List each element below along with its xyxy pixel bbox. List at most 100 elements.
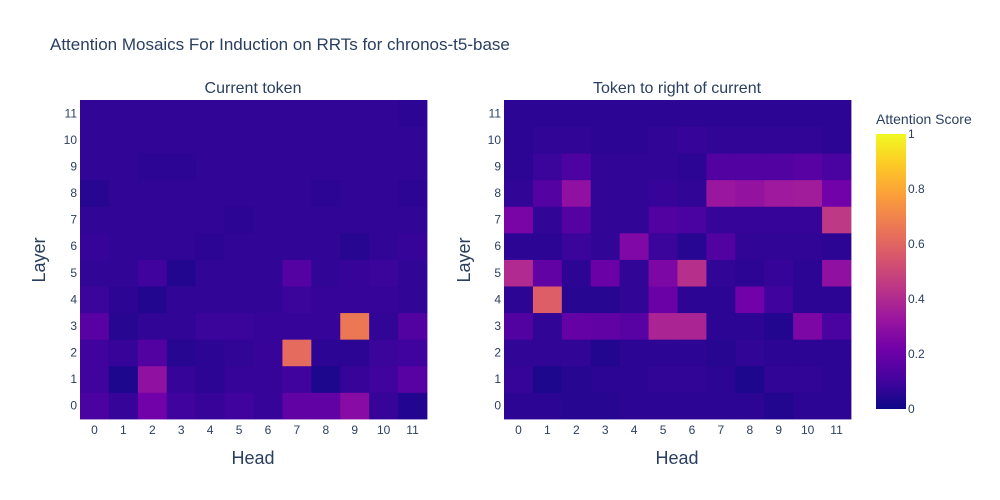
heatmap-cell	[340, 179, 370, 207]
heatmap-cell	[224, 286, 254, 314]
colorbar-tick-label: 0.8	[908, 182, 925, 196]
heatmap-cell	[706, 179, 736, 207]
heatmap-cell	[504, 179, 534, 207]
x-tick-label: 0	[515, 423, 522, 437]
heatmap-cell	[195, 179, 225, 207]
heatmap-cell	[311, 206, 341, 234]
heatmap-cell	[398, 259, 428, 287]
colorbar-tick-label: 0.4	[908, 292, 925, 306]
heatmap-cell	[735, 312, 765, 340]
heatmap-cell	[369, 126, 399, 154]
heatmap-cell	[108, 339, 139, 367]
heatmap-cell	[619, 312, 649, 340]
heatmap-cell	[311, 312, 341, 340]
x-tick-label: 6	[265, 423, 272, 437]
heatmap-cell	[706, 259, 736, 287]
heatmap-cell	[311, 365, 341, 393]
heatmap-cell	[590, 259, 621, 287]
y-tick-label: 10	[64, 133, 78, 147]
heatmap-cell	[340, 365, 370, 393]
x-tick-label: 7	[294, 423, 301, 437]
heatmap-cell	[137, 126, 168, 154]
heatmap-cell	[590, 392, 621, 420]
heatmap-cell	[793, 206, 823, 234]
heatmap-cell	[677, 286, 707, 314]
heatmap-cell	[648, 232, 678, 260]
heatmap-cell	[764, 100, 794, 127]
heatmap-cell	[282, 259, 312, 287]
y-tick-label: 2	[70, 346, 77, 360]
heatmap-cell	[224, 232, 254, 260]
x-tick-label: 10	[377, 423, 391, 437]
heatmap-cell	[532, 312, 563, 340]
heatmap-cell	[137, 312, 168, 340]
heatmap-cell	[706, 100, 736, 127]
colorbar-gradient	[876, 134, 906, 409]
heatmap-cell	[369, 286, 399, 314]
y-tick-label: 7	[70, 213, 77, 227]
heatmap-cell	[504, 339, 534, 367]
heatmap-cell	[195, 312, 225, 340]
heatmap-cell	[166, 339, 197, 367]
heatmap-cell	[735, 232, 765, 260]
heatmap-cell	[253, 259, 283, 287]
y-tick-label: 10	[488, 133, 502, 147]
heatmap-cell	[619, 100, 649, 127]
heatmap-cell	[282, 232, 312, 260]
heatmap-cell	[166, 206, 197, 234]
heatmap-cell	[677, 259, 707, 287]
heatmap-cell	[253, 286, 283, 314]
heatmap-cell	[80, 153, 110, 181]
heatmap-cell	[619, 232, 649, 260]
heatmap-cell	[793, 232, 823, 260]
heatmap-cell	[224, 153, 254, 181]
heatmap-cell	[677, 179, 707, 207]
heatmap-cell	[822, 126, 852, 154]
heatmap-cell	[619, 179, 649, 207]
heatmap-cell	[706, 312, 736, 340]
heatmap-cell	[340, 206, 370, 234]
heatmap-cell	[311, 153, 341, 181]
heatmap-cell	[80, 100, 110, 127]
heatmap-cell	[648, 259, 678, 287]
heatmap-cell	[80, 206, 110, 234]
heatmap-cell	[282, 286, 312, 314]
heatmap-cell	[706, 286, 736, 314]
heatmap-cell	[677, 365, 707, 393]
heatmap-cell	[793, 126, 823, 154]
heatmap-cell	[677, 126, 707, 154]
heatmap-cell	[764, 339, 794, 367]
heatmap-cell	[311, 259, 341, 287]
y-tick-label: 2	[494, 346, 501, 360]
heatmap-cell	[764, 365, 794, 393]
heatmap-cell	[504, 153, 534, 181]
heatmap-cell	[735, 365, 765, 393]
heatmap-cell	[282, 392, 312, 420]
heatmap-cell	[137, 339, 168, 367]
heatmap-cell	[282, 100, 312, 127]
heatmap-cell	[735, 126, 765, 154]
heatmap-cell	[504, 232, 534, 260]
heatmap-cell	[108, 365, 139, 393]
heatmap-cell	[224, 259, 254, 287]
heatmap-cell	[137, 392, 168, 420]
heatmap-cell	[369, 392, 399, 420]
heatmap-cell	[764, 392, 794, 420]
heatmap-cell	[793, 100, 823, 127]
heatmap-panel-current-token: Current token 0 1 2 3 4 5 6 7 8 9 10 11 0 1 2 3 4 5 6 7 8 9 1…	[29, 80, 428, 468]
heatmap-cell	[224, 100, 254, 127]
heatmap-cell	[735, 153, 765, 181]
heatmap-cell	[253, 312, 283, 340]
heatmap-cell	[561, 126, 592, 154]
heatmap-cell	[619, 339, 649, 367]
heatmap-cell	[561, 365, 592, 393]
heatmap-cell	[822, 365, 852, 393]
colorbar: Attention Score 0 0.2 0.4 0.6 0.8 1	[876, 111, 972, 416]
heatmap-cell	[735, 179, 765, 207]
heatmap-cell	[532, 153, 563, 181]
heatmap-cell	[793, 392, 823, 420]
heatmap-cell	[532, 179, 563, 207]
heatmap-cell	[80, 392, 110, 420]
heatmap-cell	[80, 232, 110, 260]
heatmap-cell	[137, 286, 168, 314]
